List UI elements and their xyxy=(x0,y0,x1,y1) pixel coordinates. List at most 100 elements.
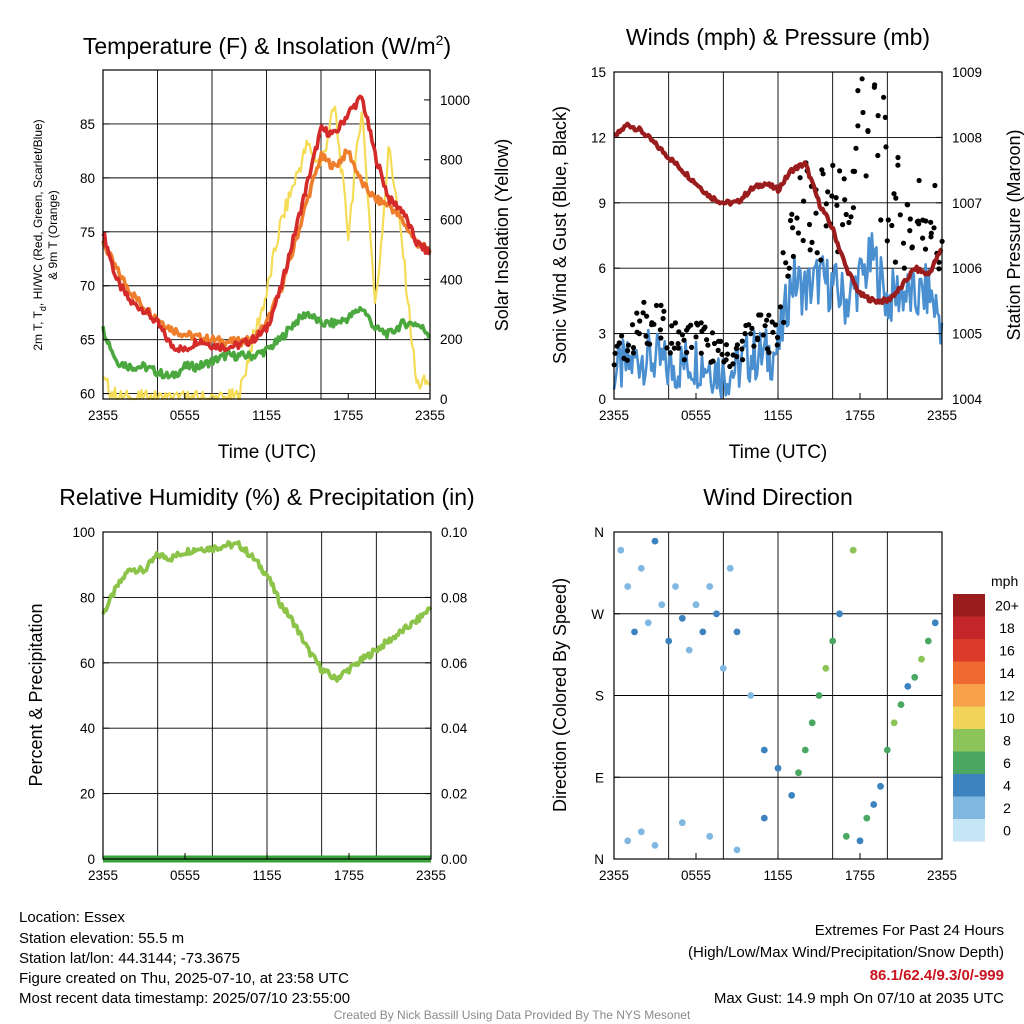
y2-tick-label: 0.00 xyxy=(441,852,467,867)
series-line-relative-humidity xyxy=(101,540,433,683)
gust-point xyxy=(820,171,826,177)
gust-point xyxy=(922,246,929,252)
gust-point xyxy=(637,318,643,324)
gust-point xyxy=(916,177,922,184)
direction-point xyxy=(863,814,871,822)
gust-point xyxy=(897,212,903,218)
gust-point xyxy=(688,322,694,328)
gust-point xyxy=(797,175,803,181)
gust-point xyxy=(872,82,878,88)
gust-point xyxy=(853,145,859,151)
direction-point xyxy=(897,701,905,708)
extremes-title: Extremes For Past 24 Hours xyxy=(815,922,1004,939)
legend-swatch xyxy=(953,594,985,617)
gust-point xyxy=(882,114,888,120)
legend-label: 0 xyxy=(1003,822,1011,838)
y2-tick-label: 1000 xyxy=(440,93,470,108)
gust-point xyxy=(825,189,831,195)
x-tick-label: 1755 xyxy=(845,868,875,883)
gust-point xyxy=(785,273,791,279)
gust-point xyxy=(760,332,766,338)
gust-point xyxy=(883,144,889,150)
direction-point xyxy=(870,801,878,808)
direction-point xyxy=(624,583,632,590)
credit-line: Created By Nick Bassill Using Data Provi… xyxy=(334,1008,691,1022)
gust-point xyxy=(932,182,938,189)
gust-point xyxy=(681,357,688,363)
gust-point xyxy=(709,330,716,336)
direction-point xyxy=(726,564,734,572)
gust-point xyxy=(774,334,781,341)
gust-point xyxy=(766,312,772,318)
y-tick-label: 75 xyxy=(80,225,95,240)
gust-point xyxy=(931,225,937,231)
gust-point xyxy=(863,173,869,179)
gust-point xyxy=(807,247,813,253)
y2-tick-label: 0 xyxy=(440,392,448,407)
y-tick-label: 60 xyxy=(80,656,95,671)
gust-point xyxy=(751,343,757,349)
gust-point xyxy=(676,329,682,335)
gust-point xyxy=(777,304,784,310)
gust-point xyxy=(681,337,687,343)
gust-point xyxy=(806,221,813,228)
x-tick-label: 0555 xyxy=(170,408,200,423)
series-line-2m-td xyxy=(101,306,431,380)
y2-tick-label: 0.06 xyxy=(441,656,467,671)
legend-label: 12 xyxy=(999,687,1015,703)
gust-point xyxy=(698,320,704,326)
gust-point xyxy=(781,319,787,325)
legend-label: 8 xyxy=(1003,732,1011,748)
gust-point xyxy=(711,340,718,347)
gust-point xyxy=(852,168,858,174)
gust-point xyxy=(823,223,829,229)
direction-ylabel: Direction (Colored By Speed) xyxy=(550,578,570,812)
direction-point xyxy=(624,837,632,845)
direction-point xyxy=(678,614,686,622)
speed-legend-unit: mph xyxy=(991,573,1018,589)
humidity-ylabel: Percent & Precipitation xyxy=(26,603,46,786)
legend-swatch xyxy=(953,819,985,842)
gust-point xyxy=(710,358,716,364)
direction-point xyxy=(849,546,857,554)
direction-point xyxy=(637,564,645,572)
gust-point xyxy=(630,350,637,356)
gust-point xyxy=(693,334,699,340)
direction-point xyxy=(856,837,864,845)
footer-created: Figure created on Thu, 2025-07-10, at 23… xyxy=(19,970,349,987)
gust-point xyxy=(764,346,771,352)
gust-point xyxy=(780,250,786,256)
extremes-description: (High/Low/Max Wind/Precipitation/Snow De… xyxy=(688,944,1004,961)
direction-point xyxy=(918,655,925,663)
gust-point xyxy=(923,218,929,224)
direction-point xyxy=(719,664,727,672)
gust-point xyxy=(641,299,647,305)
gust-point xyxy=(891,191,897,197)
series-line-2m-t xyxy=(101,94,432,354)
y-tick-label: 3 xyxy=(598,327,606,342)
gust-point xyxy=(612,350,618,356)
gust-point xyxy=(698,350,704,356)
footer: Location: Essex Station elevation: 55.5 … xyxy=(19,909,1004,1022)
direction-point xyxy=(904,683,912,690)
gust-point xyxy=(829,193,835,199)
y2-tick-label: 0.10 xyxy=(441,525,467,540)
y-tick-label: 40 xyxy=(80,721,95,736)
direction-title: Wind Direction xyxy=(703,484,853,510)
direction-point xyxy=(883,746,891,754)
gust-point xyxy=(800,237,806,244)
x-tick-label: 1755 xyxy=(334,868,364,883)
y2-tick-label: 1006 xyxy=(952,261,982,276)
direction-point xyxy=(665,637,673,645)
winds-ylabel: Sonic Wind & Gust (Blue, Black) xyxy=(550,106,570,364)
direction-point xyxy=(829,637,837,645)
gust-point xyxy=(625,342,632,348)
winds-xlabel: Time (UTC) xyxy=(729,442,828,463)
direction-point xyxy=(713,610,720,618)
y-tick-label: 80 xyxy=(80,171,95,186)
gust-point xyxy=(818,257,824,263)
gust-point xyxy=(928,219,934,225)
gust-point xyxy=(895,154,901,161)
y2-tick-label: 1004 xyxy=(952,392,983,407)
gust-point xyxy=(661,308,667,314)
